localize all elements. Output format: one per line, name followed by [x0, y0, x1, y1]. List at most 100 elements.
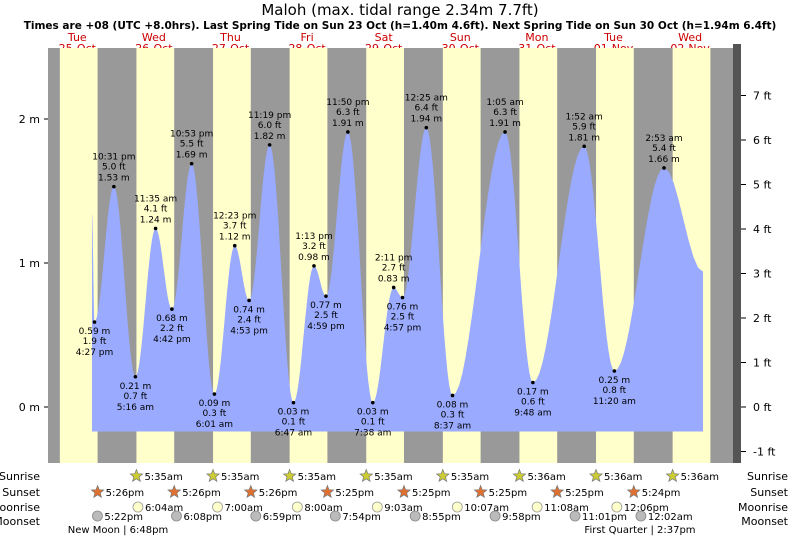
tide-labels: 0.59 m1.9 ft4:27 pm 10:31 pm5.0 ft1.53 m 0…: [76, 94, 683, 439]
moonset-time: 12:02am: [648, 512, 693, 523]
tide-m-label: 0.03 m: [357, 408, 389, 418]
tide-ft-label: 6.3 ft: [493, 108, 517, 118]
astro-row-label-right: Sunset: [750, 486, 788, 499]
sunset-icon: [320, 484, 335, 499]
tide-time-label: 4:42 pm: [153, 335, 191, 345]
day-name-label: Wed: [678, 31, 702, 44]
tide-time-label: 2:11 pm: [375, 253, 413, 263]
moonrise-icon: [451, 501, 463, 513]
sunset-icon: [243, 484, 258, 499]
tide-ft-label: 4.1 ft: [144, 204, 168, 214]
tide-m-label: 0.25 m: [599, 376, 631, 386]
moonset-time: 5:22pm: [104, 512, 143, 523]
tide-time-label: 12:23 pm: [213, 212, 256, 222]
moonrise-time: 9:03am: [384, 503, 422, 514]
sunset-time: 5:25pm: [565, 488, 604, 499]
day-name-label: Thu: [219, 31, 241, 44]
tide-ft-label: 0.7 ft: [124, 392, 148, 402]
tide-point: [346, 130, 350, 134]
tide-point: [212, 392, 217, 396]
right-axis-label: 6 ft: [753, 134, 772, 147]
tide-ft-label: 2.5 ft: [391, 313, 415, 323]
moonrise-time: 8:00am: [304, 503, 342, 514]
tide-point: [170, 307, 174, 311]
tide-m-label: 1.91 m: [489, 119, 521, 129]
tide-m-label: 0.03 m: [278, 408, 310, 418]
sunrise-icon: [359, 468, 374, 483]
right-axis-label: 7 ft: [753, 90, 772, 103]
tide-ft-label: 0.3 ft: [203, 409, 227, 419]
moonrise-time: 6:04am: [145, 503, 183, 514]
tide-point: [189, 161, 194, 166]
day-name-label: Wed: [142, 31, 166, 44]
tide-m-label: 0.83 m: [378, 274, 410, 284]
tide-point: [582, 144, 586, 149]
night-band: [710, 48, 733, 463]
moonrise-icon: [132, 501, 144, 513]
left-axis-label: 1 m: [19, 257, 40, 270]
tide-ft-label: 2.2 ft: [160, 324, 184, 334]
moonrise-time: 7:00am: [225, 503, 263, 514]
right-axis-label: 4 ft: [753, 223, 772, 236]
sunset-icon: [473, 484, 488, 499]
sunset-time: 5:26pm: [182, 488, 221, 499]
moonset-icon: [635, 510, 647, 522]
day-name-label: Sun: [450, 31, 471, 44]
day-name-label: Mon: [525, 31, 548, 44]
tide-time-label: 4:53 pm: [230, 326, 268, 336]
astro-row-label-left: Moonrise: [0, 501, 40, 514]
tide-point: [400, 295, 405, 300]
moonset-time: 6:59pm: [263, 512, 302, 523]
moonset-time: 8:55pm: [422, 512, 461, 523]
tide-time-label: 1:13 pm: [295, 232, 333, 242]
sunrise-icon: [206, 468, 221, 483]
right-axis-label: -1 ft: [753, 446, 776, 459]
sunrise-time: 5:35am: [221, 472, 259, 483]
tide-m-label: 0.59 m: [79, 327, 111, 337]
left-axis-label: 0 m: [19, 401, 40, 414]
tide-time-label: 4:59 pm: [307, 322, 345, 332]
tide-point: [133, 374, 138, 379]
tide-ft-label: 0.1 ft: [282, 418, 306, 428]
right-edge-strip: [733, 44, 741, 463]
sunset-time: 5:24pm: [642, 488, 681, 499]
tide-point: [324, 294, 328, 298]
sunset-time: 5:26pm: [106, 488, 145, 499]
moonset-icon: [92, 510, 103, 522]
tide-m-label: 0.77 m: [310, 301, 342, 311]
tide-point: [153, 226, 158, 231]
sunset-icon: [550, 484, 565, 499]
right-axis-label: 3 ft: [753, 268, 772, 281]
tide-ft-label: 5.0 ft: [102, 163, 126, 173]
moonset-icon: [409, 510, 421, 522]
tide-m-label: 1.91 m: [332, 119, 364, 129]
tide-point: [612, 369, 617, 373]
sunrise-icon: [282, 468, 297, 483]
moonrise-icon: [531, 501, 543, 513]
tide-time-label: 4:27 pm: [76, 348, 114, 358]
tide-point: [503, 130, 507, 134]
sunrise-icon: [129, 468, 144, 483]
sunrise-icon: [589, 468, 604, 483]
moon-phase-label: New Moon | 6:48pm: [68, 525, 168, 536]
moonset-time: 7:54pm: [342, 512, 381, 523]
sunrise-icon: [435, 468, 450, 483]
right-axis-label: 0 ft: [753, 401, 772, 414]
tide-ft-label: 1.9 ft: [83, 337, 107, 347]
tide-point: [247, 298, 251, 303]
sunrise-icon: [512, 468, 527, 483]
sunrise-time: 5:35am: [144, 472, 182, 483]
tide-m-label: 1.81 m: [568, 133, 600, 143]
sunrise-time: 5:35am: [374, 472, 412, 483]
tide-point: [112, 184, 116, 189]
tide-ft-label: 0.1 ft: [361, 418, 385, 428]
tide-time-label: 6:47 am: [275, 429, 312, 439]
tide-ft-label: 2.7 ft: [382, 263, 406, 273]
tide-m-label: 1.24 m: [140, 215, 172, 225]
tide-point: [370, 400, 375, 405]
tide-m-label: 0.17 m: [517, 388, 549, 398]
day-name-label: Tue: [603, 31, 623, 44]
tide-point: [267, 143, 272, 147]
tide-m-label: 0.74 m: [233, 305, 265, 315]
